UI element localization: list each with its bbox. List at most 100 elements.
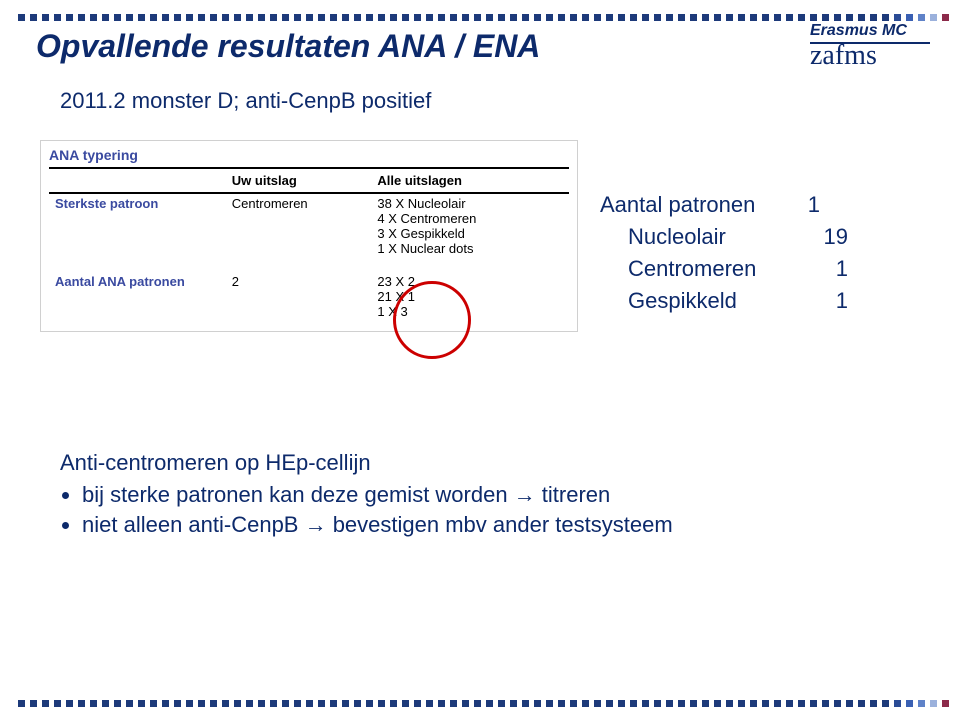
page-title: Opvallende resultaten ANA / ENA: [36, 28, 540, 65]
table-row-uw: Centromeren: [226, 193, 372, 258]
border-square: [450, 700, 457, 707]
border-square: [774, 14, 781, 21]
border-square: [138, 700, 145, 707]
border-square: [894, 700, 901, 707]
border-square: [714, 14, 721, 21]
border-square: [594, 14, 601, 21]
table-alle-line: 23 X 2: [377, 274, 563, 289]
table-alle-line: 21 X 1: [377, 289, 563, 304]
border-square: [438, 700, 445, 707]
border-square: [150, 700, 157, 707]
border-square: [114, 14, 121, 21]
table-header-empty: [49, 168, 226, 193]
border-square: [918, 700, 925, 707]
border-square: [18, 14, 25, 21]
pattern-summary: Aantal patronen 1 Nucleolair19Centromere…: [600, 192, 848, 320]
border-square: [558, 700, 565, 707]
border-square: [738, 14, 745, 21]
table-row-label: Sterkste patroon: [49, 193, 226, 258]
border-square: [942, 700, 949, 707]
border-square: [822, 700, 829, 707]
border-square: [378, 700, 385, 707]
border-square: [942, 14, 949, 21]
border-square: [870, 700, 877, 707]
logo-script: zafms: [810, 40, 930, 72]
table-row-alle: 23 X 221 X 11 X 3: [371, 272, 569, 321]
border-square: [270, 14, 277, 21]
summary-item-value: 19: [808, 224, 848, 250]
border-square: [882, 14, 889, 21]
border-square: [630, 700, 637, 707]
border-square: [126, 700, 133, 707]
border-square: [930, 700, 937, 707]
border-square: [42, 14, 49, 21]
border-square: [666, 700, 673, 707]
border-square: [510, 14, 517, 21]
border-square: [174, 14, 181, 21]
table-alle-line: 4 X Centromeren: [377, 211, 563, 226]
border-square: [618, 14, 625, 21]
border-square: [174, 700, 181, 707]
border-square: [306, 700, 313, 707]
border-square: [438, 14, 445, 21]
border-square: [786, 14, 793, 21]
border-square: [234, 700, 241, 707]
border-square: [930, 14, 937, 21]
ana-typering-table: ANA typering Uw uitslag Alle uitslagen S…: [40, 140, 578, 332]
border-square: [258, 700, 265, 707]
border-square: [834, 700, 841, 707]
summary-item-value: 1: [808, 256, 848, 282]
border-square: [66, 700, 73, 707]
border-square: [18, 700, 25, 707]
border-square: [738, 700, 745, 707]
border-square: [306, 14, 313, 21]
border-square: [78, 700, 85, 707]
border-square: [150, 14, 157, 21]
border-square: [270, 700, 277, 707]
border-square: [846, 14, 853, 21]
table-header-uw: Uw uitslag: [226, 168, 372, 193]
table-alle-line: 38 X Nucleolair: [377, 196, 563, 211]
summary-item-value: 1: [808, 288, 848, 314]
border-square: [858, 700, 865, 707]
lower-heading: Anti-centromeren op HEp-cellijn: [60, 450, 673, 476]
border-square: [90, 14, 97, 21]
border-square: [750, 700, 757, 707]
border-square: [138, 14, 145, 21]
border-square: [342, 14, 349, 21]
border-square: [354, 700, 361, 707]
border-square: [54, 14, 61, 21]
lower-bullet: niet alleen anti-CenpB → bevestigen mbv …: [82, 512, 673, 538]
border-square: [810, 14, 817, 21]
border-square: [246, 700, 253, 707]
bottom-dotted-border: [18, 700, 949, 707]
border-square: [402, 14, 409, 21]
border-square: [126, 14, 133, 21]
border-square: [102, 14, 109, 21]
border-square: [846, 700, 853, 707]
border-square: [486, 14, 493, 21]
border-square: [330, 14, 337, 21]
table-row-label: Aantal ANA patronen: [49, 272, 226, 321]
border-square: [354, 14, 361, 21]
border-square: [162, 700, 169, 707]
border-square: [918, 14, 925, 21]
border-square: [690, 14, 697, 21]
border-square: [546, 14, 553, 21]
border-square: [282, 700, 289, 707]
border-square: [570, 700, 577, 707]
border-square: [318, 700, 325, 707]
border-square: [630, 14, 637, 21]
border-square: [582, 14, 589, 21]
border-square: [558, 14, 565, 21]
border-square: [462, 14, 469, 21]
logo-brand-suffix: MC: [878, 22, 907, 39]
border-square: [834, 14, 841, 21]
border-square: [294, 14, 301, 21]
summary-header-value: 1: [780, 192, 820, 218]
border-square: [726, 700, 733, 707]
border-square: [894, 14, 901, 21]
summary-item-label: Gespikkeld: [600, 288, 808, 314]
border-square: [522, 14, 529, 21]
border-square: [426, 14, 433, 21]
